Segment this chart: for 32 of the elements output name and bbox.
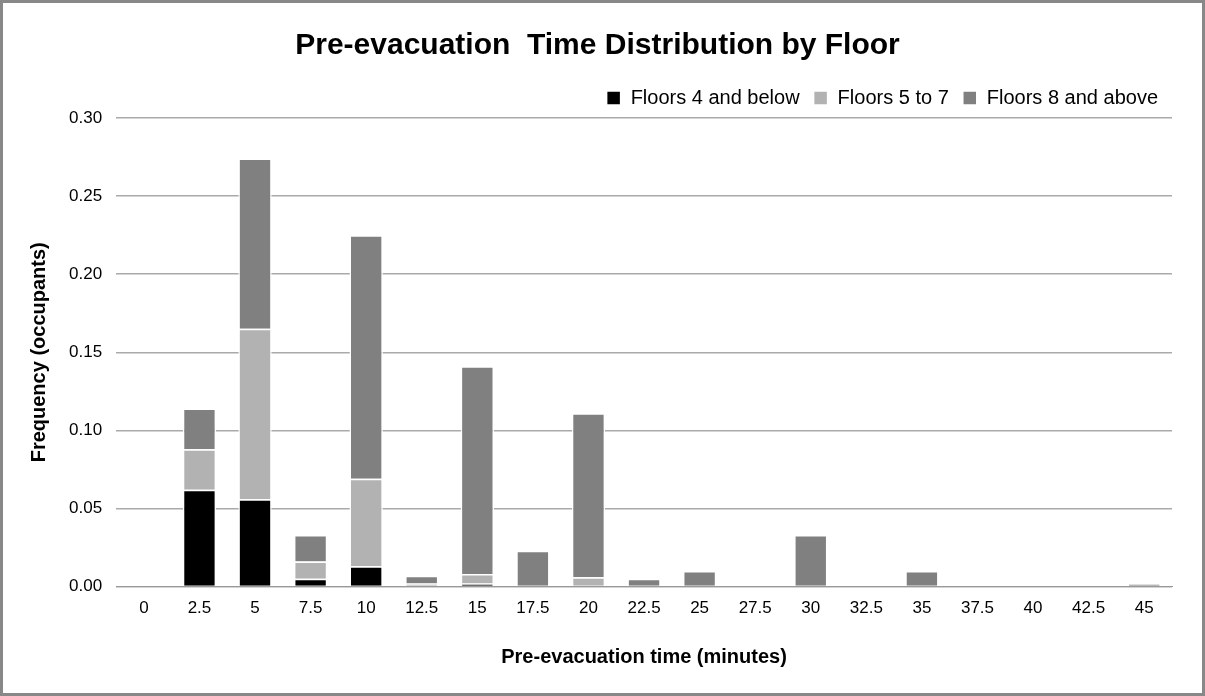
x-tick-label: 17.5 xyxy=(516,598,550,618)
x-tick-label: 35 xyxy=(912,598,932,618)
y-tick-label: 0.30 xyxy=(68,107,103,127)
x-tick-label: 15 xyxy=(467,598,487,618)
x-tick-label: 0 xyxy=(139,598,149,618)
x-tick-label: 5 xyxy=(250,598,260,618)
x-tick-label: 22.5 xyxy=(627,598,661,618)
x-tick-label: 40 xyxy=(1023,598,1043,618)
x-tick-label: 30 xyxy=(801,598,821,618)
y-tick-label: 0.25 xyxy=(68,185,103,205)
x-tick-label: 20 xyxy=(579,598,598,618)
chart-title: Pre-evacuation Time Distribution by Floor xyxy=(295,27,901,61)
y-tick-label: 0.00 xyxy=(68,576,103,596)
y-tick-label: 0.05 xyxy=(68,498,103,518)
x-tick-label: 7.5 xyxy=(298,598,323,618)
x-tick-label: 27.5 xyxy=(738,598,772,618)
x-tick-label: 10 xyxy=(356,598,376,618)
x-tick-label: 25 xyxy=(690,598,710,618)
y-tick-label: 0.10 xyxy=(68,420,103,440)
y-tick-label: 0.15 xyxy=(68,341,103,361)
x-tick-label: 12.5 xyxy=(405,598,439,618)
x-tick-label: 42.5 xyxy=(1072,598,1106,618)
legend-label: Floors 5 to 7 xyxy=(837,85,949,108)
x-axis-title: Pre-evacuation time (minutes) xyxy=(501,644,787,667)
x-tick-label: 37.5 xyxy=(960,598,995,618)
x-tick-label: 2.5 xyxy=(187,598,212,618)
y-axis-title: Frequency (occupants) xyxy=(26,242,49,463)
legend-label: Floors 4 and below xyxy=(630,85,801,108)
x-tick-label: 32.5 xyxy=(849,598,883,618)
x-tick-label: 45 xyxy=(1134,598,1154,618)
legend-label: Floors 8 and above xyxy=(986,85,1159,108)
y-tick-label: 0.20 xyxy=(68,263,103,283)
